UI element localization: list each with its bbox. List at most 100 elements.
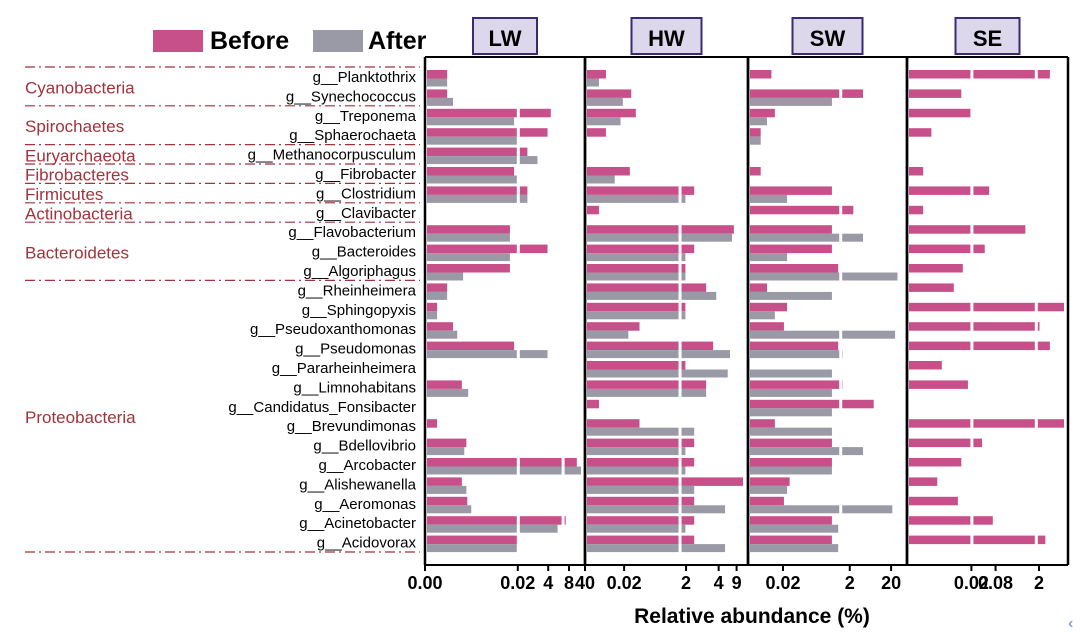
- bar-after: [427, 136, 518, 145]
- bar-before: [909, 244, 985, 254]
- bar-before: [909, 283, 954, 292]
- bar-after: [750, 272, 898, 281]
- bar-before: [587, 516, 695, 525]
- category-label: g__Clavibacter: [316, 205, 416, 222]
- bar-before: [427, 186, 528, 195]
- category-label: g__Bacteroides: [312, 244, 416, 261]
- bar-before: [587, 283, 707, 292]
- bar-before: [587, 225, 734, 234]
- category-label: g__Brevundimonas: [287, 418, 416, 435]
- bar-before: [909, 322, 1040, 331]
- bar-after: [427, 175, 518, 184]
- axis-break-stripe: [561, 57, 565, 565]
- bar-before: [427, 380, 462, 389]
- bar-after: [750, 253, 788, 262]
- category-label: g__Bdellovibrio: [313, 438, 416, 455]
- nav-arrow-icon[interactable]: ‹: [1068, 615, 1073, 632]
- category-label: g__Acinetobacter: [299, 515, 416, 532]
- phylum-label: Actinobacteria: [25, 205, 133, 224]
- category-label: g__Acidovorax: [317, 535, 417, 552]
- bar-after: [587, 447, 686, 456]
- bar-before: [587, 438, 695, 448]
- bar-after: [427, 194, 528, 203]
- bar-before: [909, 108, 972, 118]
- bar-after: [427, 253, 510, 262]
- legend-before-swatch: [153, 30, 203, 52]
- bar-before: [909, 361, 942, 370]
- bar-before: [427, 341, 515, 351]
- legend-after-label: After: [368, 27, 427, 55]
- bar-before: [587, 264, 686, 273]
- x-tick-label: 0.02: [500, 573, 535, 593]
- category-label: g__Sphingopyxis: [302, 302, 416, 319]
- category-label: g__Pararheinheimera: [272, 360, 417, 377]
- bar-before: [427, 458, 577, 467]
- phylum-label: Spirochaetes: [25, 117, 124, 136]
- bar-after: [750, 447, 863, 456]
- bar-before: [587, 477, 744, 486]
- x-tick-label: 40: [575, 573, 595, 593]
- bar-before: [587, 399, 599, 409]
- bar-before: [587, 186, 695, 195]
- bar-after: [427, 505, 472, 514]
- panel-title: HW: [648, 26, 685, 51]
- bar-after: [750, 117, 767, 126]
- category-label: g__Synechococcus: [286, 88, 416, 105]
- bar-before: [587, 70, 606, 79]
- bar-after: [750, 194, 788, 203]
- panel-title-box: [791, 17, 864, 55]
- bar-before: [427, 419, 438, 428]
- bar-after: [587, 388, 707, 397]
- bar-after: [427, 466, 581, 475]
- bar-after: [427, 485, 467, 494]
- bar-after: [587, 97, 623, 106]
- bar-after: [750, 136, 761, 145]
- bar-after: [750, 427, 832, 436]
- bar-after: [750, 311, 775, 320]
- bar-after: [427, 524, 558, 533]
- axis-break-stripe: [1034, 57, 1038, 565]
- bar-before: [909, 264, 963, 273]
- legend: Before After: [153, 27, 427, 55]
- bar-before: [750, 516, 832, 525]
- phylum-label: Euryarchaeota: [25, 146, 136, 165]
- bar-before: [750, 108, 775, 118]
- category-label: g__Sphaerochaeta: [289, 127, 416, 144]
- panel-title-box: [630, 17, 703, 55]
- phylum-label: Bacteroidetes: [25, 243, 129, 262]
- bar-before: [750, 167, 761, 176]
- category-label: g__Methanocorpusculum: [248, 147, 416, 164]
- panel-title: SW: [810, 26, 846, 51]
- category-label: g__Algoriphagus: [303, 263, 416, 280]
- bar-before: [750, 128, 761, 137]
- bar-before: [427, 264, 510, 273]
- bar-before: [750, 205, 854, 215]
- bar-before: [909, 341, 1050, 351]
- bar-before: [750, 244, 832, 254]
- bar-before: [909, 302, 1064, 312]
- bar-after: [750, 505, 893, 514]
- bar-before: [587, 341, 714, 351]
- bar-before: [587, 419, 640, 428]
- bar-before: [909, 205, 924, 215]
- bar-before: [750, 399, 874, 409]
- bar-after: [427, 117, 515, 126]
- bar-after: [587, 466, 686, 475]
- phylum-label: Proteobacteria: [25, 408, 136, 427]
- category-label: g__Alishewanella: [299, 476, 416, 493]
- bar-before: [909, 186, 990, 195]
- bar-before: [909, 477, 938, 486]
- bar-after: [587, 544, 726, 553]
- bar-before: [427, 283, 448, 292]
- bar-before: [587, 496, 695, 506]
- bar-before: [909, 458, 962, 467]
- bar-before: [909, 535, 1046, 545]
- bar-before: [909, 70, 1050, 79]
- axis-break-stripe: [970, 57, 974, 565]
- bar-before: [750, 322, 784, 331]
- bar-after: [750, 388, 832, 397]
- bar-before: [909, 89, 962, 98]
- bar-after: [750, 524, 839, 533]
- bar-after: [750, 408, 832, 417]
- category-label: g__Arcobacter: [318, 457, 416, 474]
